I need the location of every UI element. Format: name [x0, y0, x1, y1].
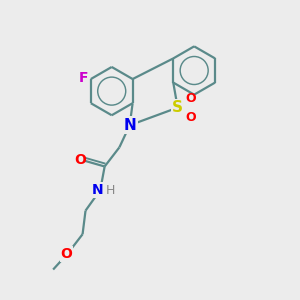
Text: S: S	[172, 100, 183, 115]
Text: N: N	[123, 118, 136, 133]
Text: F: F	[79, 70, 88, 85]
Text: N: N	[92, 183, 104, 197]
Text: O: O	[186, 111, 196, 124]
Text: O: O	[186, 92, 196, 105]
Text: O: O	[60, 247, 72, 261]
Text: H: H	[106, 184, 115, 196]
Text: O: O	[75, 153, 86, 167]
